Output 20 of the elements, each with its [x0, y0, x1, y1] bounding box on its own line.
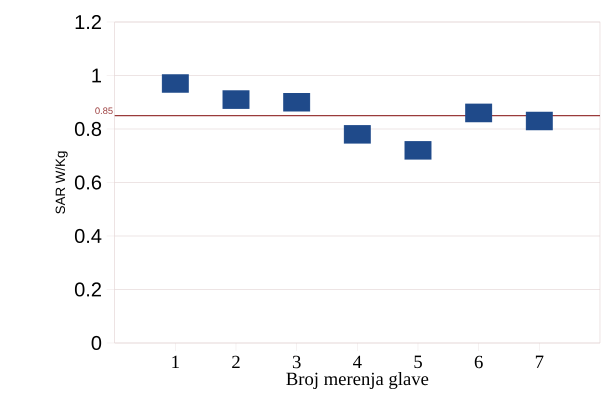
- x-axis-title: Broj merenja glave: [286, 372, 428, 390]
- point: [283, 92, 310, 112]
- y-tick-label: 0.6: [74, 175, 102, 190]
- x-tick-label: 3: [292, 356, 301, 368]
- y-tick-label: 1: [92, 68, 101, 82]
- point: [404, 141, 432, 160]
- y-tick-label: 0.2: [74, 282, 101, 297]
- y-tick-label: 0.8: [74, 122, 102, 136]
- x-tick-label: 7: [536, 356, 544, 368]
- x-tick-label: 1: [172, 356, 179, 368]
- y-tick-label: 0: [92, 336, 102, 350]
- y-tick-label: 1.2: [76, 15, 101, 29]
- y-tick-label: 0.4: [74, 228, 102, 244]
- y-axis-title: SAR W/Kg: [55, 151, 68, 214]
- x-tick-label: 2: [232, 356, 240, 368]
- x-tick-label: 4: [353, 356, 362, 368]
- x-tick-label: 6: [474, 356, 483, 368]
- ref-line-label: 0.85: [95, 107, 113, 114]
- point: [222, 90, 250, 109]
- x-tick-label: 5: [414, 356, 422, 368]
